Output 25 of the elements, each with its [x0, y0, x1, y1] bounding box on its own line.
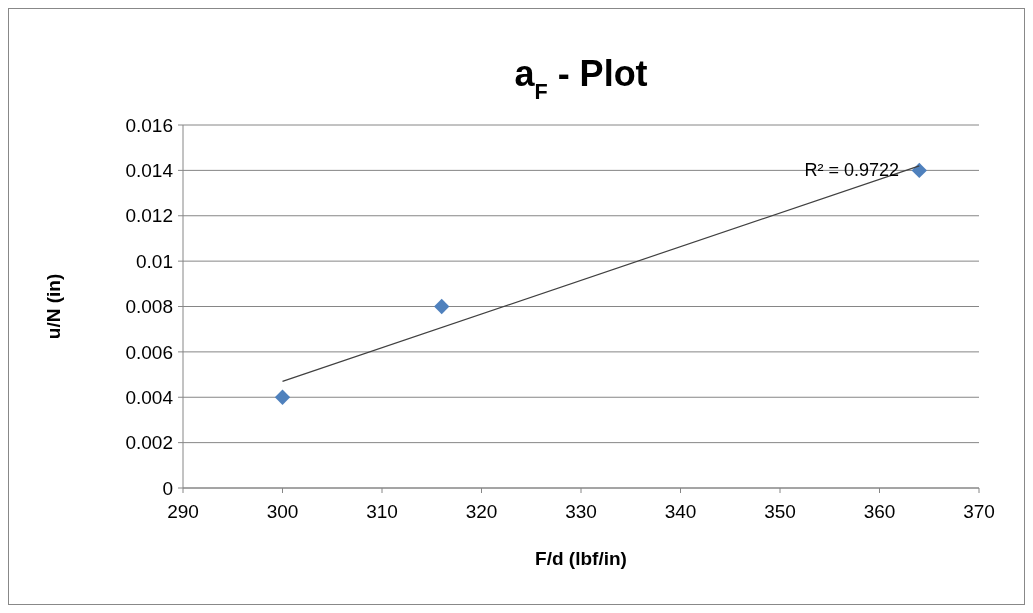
y-tick-label: 0.006 [125, 341, 173, 363]
x-tick-label: 330 [565, 501, 597, 522]
x-tick-label: 370 [963, 501, 995, 522]
y-tick-label: 0.014 [125, 160, 174, 182]
x-tick-label: 350 [764, 501, 796, 522]
y-tick-label: 0.008 [125, 296, 173, 318]
x-tick-label: 320 [465, 501, 498, 522]
y-axis-title: u/N (in) [43, 273, 64, 340]
y-tick-label: 0.01 [136, 250, 173, 272]
annotation: R² = 0.9722 [804, 160, 899, 181]
point [274, 389, 291, 405]
chart-title: a$_{F}$ - Plot [514, 53, 648, 104]
point [911, 162, 927, 179]
x-axis-title: F/d (lbf/in) [535, 548, 627, 569]
point [434, 298, 450, 315]
y-tick-label: 0 [162, 477, 173, 499]
x-tick-label: 290 [167, 501, 199, 522]
y-tick-label: 0.002 [125, 432, 173, 454]
y-tick-label: 0.004 [125, 386, 174, 408]
x-tick-label: 300 [266, 501, 299, 522]
y-tick-label: 0.012 [125, 205, 173, 227]
x-tick-label: 360 [863, 501, 896, 522]
y-tick-label: 0.016 [125, 114, 173, 136]
x-tick-label: 310 [366, 501, 398, 522]
x-tick-label: 340 [664, 501, 697, 522]
